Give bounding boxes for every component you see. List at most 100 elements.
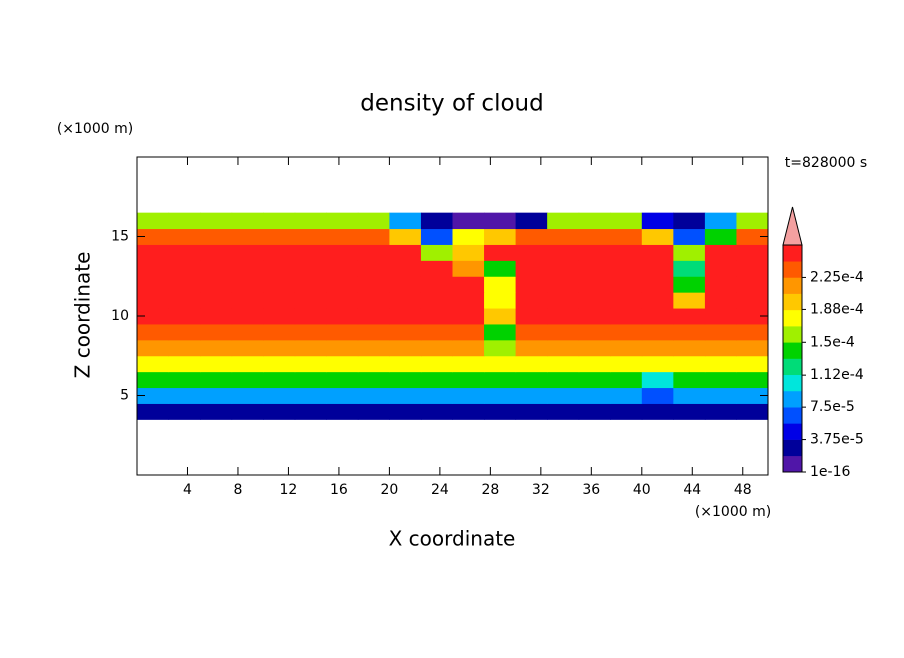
cell [704,212,737,230]
cell [704,323,737,341]
x-tick-label: 24 [431,482,449,498]
cell [294,339,327,357]
cell [547,244,580,261]
cell [673,403,706,420]
cell [168,212,201,230]
colorbar-band [783,309,802,327]
cell [389,403,422,420]
cell [673,212,706,230]
cell [673,323,706,341]
colorbar-tick-label: 1.12e-4 [810,367,864,383]
cell [357,371,390,389]
cell [420,387,453,404]
cell [200,228,233,245]
cell [326,371,359,389]
cell [389,339,422,357]
cell [420,212,453,230]
cell [736,355,769,373]
cell [389,276,422,293]
cell [515,260,548,277]
cell [326,212,359,230]
cell [231,387,264,404]
colorbar-band [783,407,802,424]
x-tick-label: 12 [280,482,298,498]
colorbar-tick-label: 1.5e-4 [810,334,855,350]
cell [736,260,769,277]
cell [484,228,517,245]
cell [736,403,769,420]
cell [294,371,327,389]
x-tick-label: 8 [233,482,242,498]
cell [610,276,643,293]
cell [326,355,359,373]
cell [263,244,296,261]
cell [420,276,453,293]
cell [168,339,201,357]
cell [168,403,201,420]
cell [547,212,580,230]
cell [168,260,201,277]
colorbar-band [783,423,802,440]
cell [200,323,233,341]
cell [641,228,674,245]
cell [168,228,201,245]
cell [294,292,327,309]
cell [547,276,580,293]
cell [736,308,769,325]
cell [294,323,327,341]
colorbar-band [783,277,802,294]
cell [389,371,422,389]
x-tick-label: 48 [734,482,752,498]
cell [452,323,485,341]
cell [484,276,517,293]
cell [673,228,706,245]
cell [673,292,706,309]
cell [484,212,517,230]
cell [578,355,611,373]
cell [200,212,233,230]
cell [389,260,422,277]
cell [515,403,548,420]
cell [389,212,422,230]
cell [420,260,453,277]
cell [515,276,548,293]
cell [641,323,674,341]
cell [610,387,643,404]
cell [231,292,264,309]
cell [484,339,517,357]
cell [547,260,580,277]
cell [484,355,517,373]
colorbar-band [783,326,802,343]
cell [452,276,485,293]
cell [610,339,643,357]
cell [200,308,233,325]
cell [515,212,548,230]
cell [452,244,485,261]
cell [231,212,264,230]
cell [263,371,296,389]
cell [357,308,390,325]
cell [420,339,453,357]
cell [515,371,548,389]
cell [610,355,643,373]
cell [263,212,296,230]
cell [641,387,674,404]
cell [452,339,485,357]
cell [610,260,643,277]
cell [484,260,517,277]
cell [294,244,327,261]
cell [263,339,296,357]
cell [294,308,327,325]
y-unit: (×1000 m) [57,121,133,137]
x-tick-label: 36 [582,482,600,498]
cell [452,212,485,230]
cell [547,323,580,341]
cell [263,228,296,245]
cell [420,244,453,261]
y-axis-label: Z coordinate [71,252,95,379]
cell [200,244,233,261]
cell [578,403,611,420]
chart-title: density of cloud [360,91,543,117]
cell [420,323,453,341]
cell [326,292,359,309]
